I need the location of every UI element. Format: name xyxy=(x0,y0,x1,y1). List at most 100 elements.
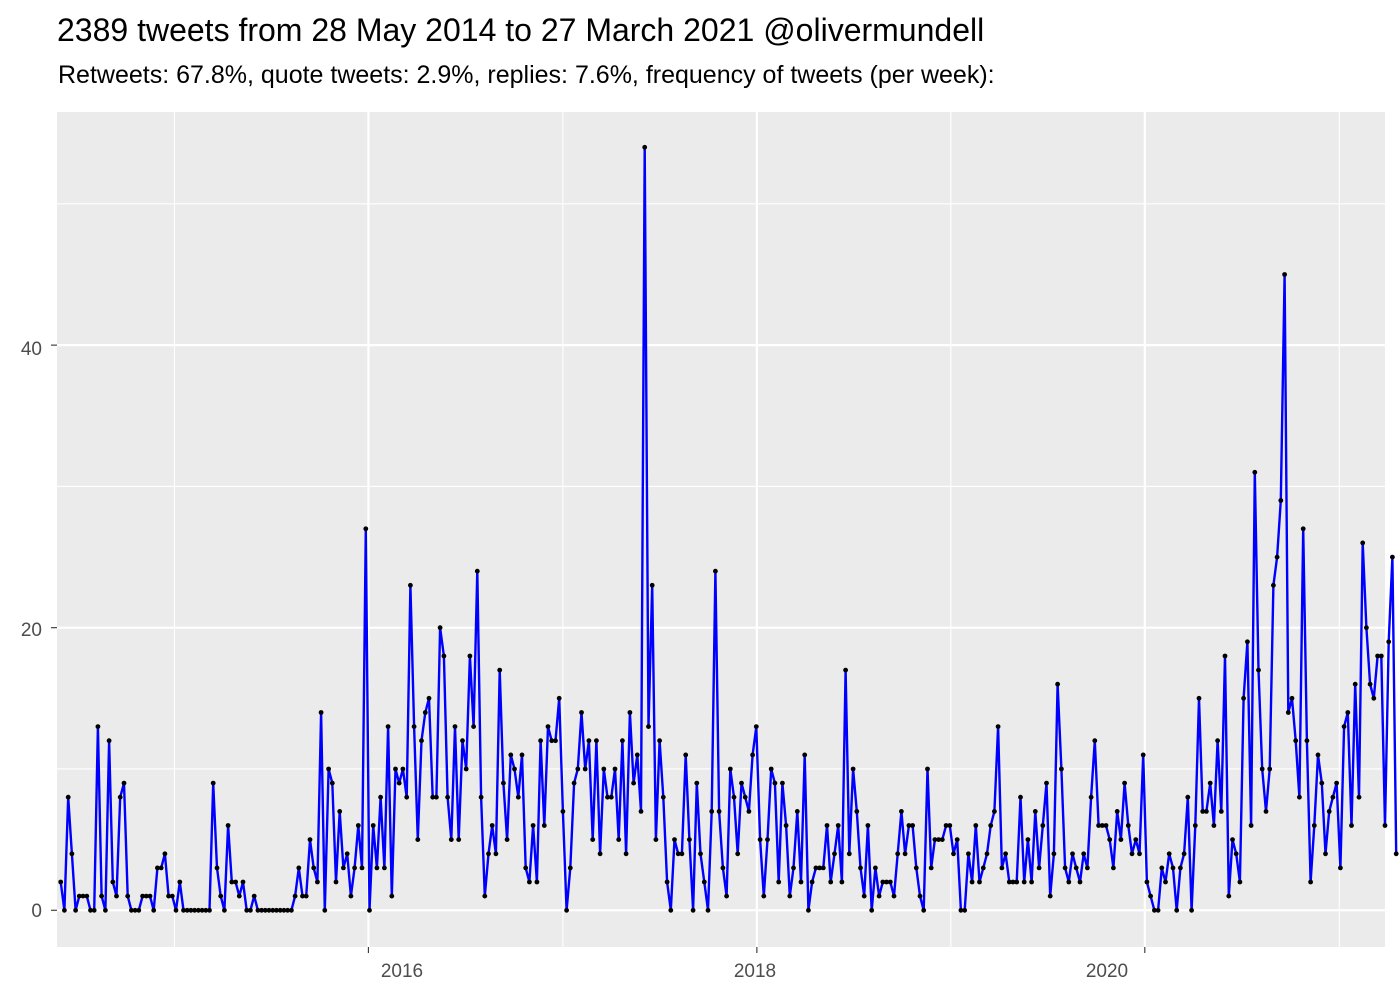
data-point xyxy=(928,865,934,871)
data-point xyxy=(259,907,264,913)
data-point xyxy=(891,893,897,899)
data-point xyxy=(1256,667,1261,673)
data-point xyxy=(1382,823,1388,828)
data-point xyxy=(501,780,506,786)
data-point xyxy=(419,738,424,744)
data-point xyxy=(1133,837,1139,842)
data-point xyxy=(1029,879,1034,885)
data-point xyxy=(214,865,220,871)
data-point xyxy=(843,667,848,673)
data-point xyxy=(251,893,257,899)
data-point xyxy=(806,907,811,913)
data-point xyxy=(1152,907,1157,913)
data-point xyxy=(1081,851,1087,857)
data-point xyxy=(992,809,997,814)
data-point xyxy=(229,879,235,885)
data-point xyxy=(739,780,744,786)
data-point xyxy=(1289,695,1295,701)
data-point xyxy=(653,837,659,842)
data-point xyxy=(1051,851,1057,857)
data-point xyxy=(370,823,376,828)
data-point xyxy=(385,724,391,729)
data-point xyxy=(984,851,990,857)
data-point xyxy=(471,724,476,729)
data-point xyxy=(1148,893,1153,899)
data-point xyxy=(196,907,201,913)
data-point xyxy=(1118,837,1124,842)
data-point xyxy=(534,879,540,885)
data-point xyxy=(207,907,212,913)
data-point xyxy=(958,907,964,913)
data-point xyxy=(181,907,186,913)
data-point xyxy=(809,879,815,885)
data-point xyxy=(173,907,179,913)
data-point xyxy=(422,710,428,715)
data-point xyxy=(750,752,755,758)
data-point xyxy=(1352,681,1358,687)
data-point xyxy=(575,766,581,772)
data-point xyxy=(1338,865,1343,871)
data-point xyxy=(1096,823,1101,828)
data-point xyxy=(303,893,309,899)
data-point xyxy=(1040,823,1046,828)
data-point xyxy=(1099,823,1105,828)
data-point xyxy=(132,907,138,913)
data-point xyxy=(114,893,119,899)
x-tick-label: 2018 xyxy=(734,961,776,982)
data-point xyxy=(597,851,603,857)
data-point xyxy=(839,879,845,885)
data-point xyxy=(783,823,789,828)
data-point xyxy=(121,780,127,786)
data-point xyxy=(1263,809,1269,814)
data-point xyxy=(913,865,919,871)
data-point xyxy=(434,794,439,800)
data-point xyxy=(1271,582,1276,588)
data-point xyxy=(776,879,782,885)
data-point xyxy=(753,724,759,729)
data-point xyxy=(400,766,406,772)
data-point xyxy=(1073,865,1079,871)
data-point xyxy=(675,851,681,857)
x-tick-label: 2016 xyxy=(381,961,423,982)
chart-subtitle: Retweets: 67.8%, quote tweets: 2.9%, rep… xyxy=(58,61,995,89)
data-point xyxy=(158,865,164,871)
data-point xyxy=(1319,780,1325,786)
data-point xyxy=(143,893,149,899)
data-point xyxy=(519,752,525,758)
data-point xyxy=(687,837,692,842)
data-point xyxy=(508,752,514,758)
data-point xyxy=(939,837,945,842)
data-point xyxy=(951,851,956,857)
data-point xyxy=(999,865,1005,871)
data-point xyxy=(683,752,689,758)
data-point xyxy=(772,780,778,786)
data-point xyxy=(627,710,633,715)
data-point xyxy=(731,794,737,800)
data-point xyxy=(1349,823,1354,828)
data-point xyxy=(270,907,276,913)
data-point xyxy=(1185,794,1191,800)
data-point xyxy=(103,907,108,913)
data-point xyxy=(1308,879,1313,885)
data-point xyxy=(225,823,231,828)
data-point xyxy=(906,823,912,828)
data-point xyxy=(720,865,726,871)
data-point xyxy=(850,766,856,772)
data-point xyxy=(367,907,372,913)
data-point xyxy=(876,893,882,899)
data-point xyxy=(307,837,313,842)
data-point xyxy=(411,724,417,729)
data-point xyxy=(1077,879,1083,885)
data-point xyxy=(995,724,1001,729)
data-point xyxy=(1371,695,1377,701)
data-point xyxy=(910,823,915,828)
data-point xyxy=(579,710,584,715)
data-point xyxy=(1360,540,1366,546)
data-point xyxy=(296,865,302,871)
data-point xyxy=(631,780,636,786)
data-point xyxy=(936,837,941,842)
data-point xyxy=(1092,738,1098,744)
data-point xyxy=(289,907,294,913)
data-point xyxy=(326,766,331,772)
